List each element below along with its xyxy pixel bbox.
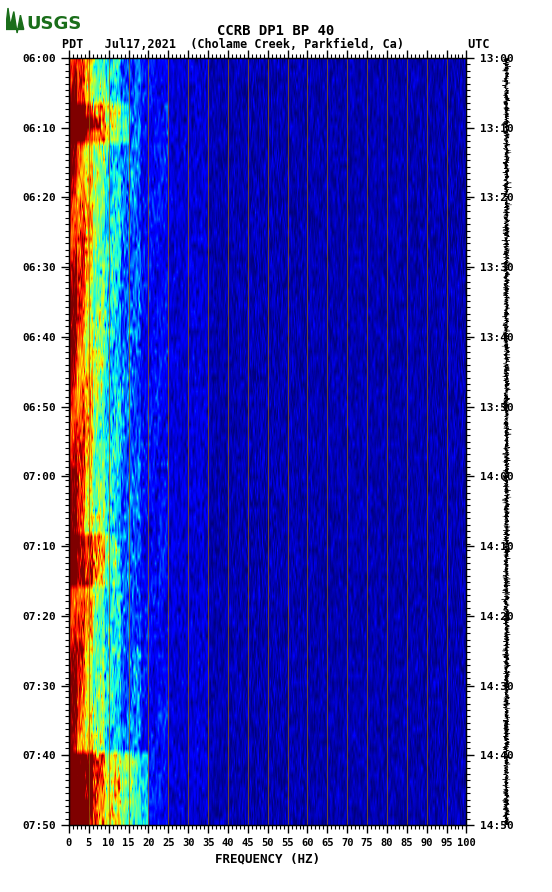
Text: USGS: USGS [26,15,82,33]
Polygon shape [6,8,24,33]
Text: CCRB DP1 BP 40: CCRB DP1 BP 40 [217,24,335,38]
X-axis label: FREQUENCY (HZ): FREQUENCY (HZ) [215,853,320,865]
Text: PDT   Jul17,2021  (Cholame Creek, Parkfield, Ca)         UTC: PDT Jul17,2021 (Cholame Creek, Parkfield… [62,38,490,51]
